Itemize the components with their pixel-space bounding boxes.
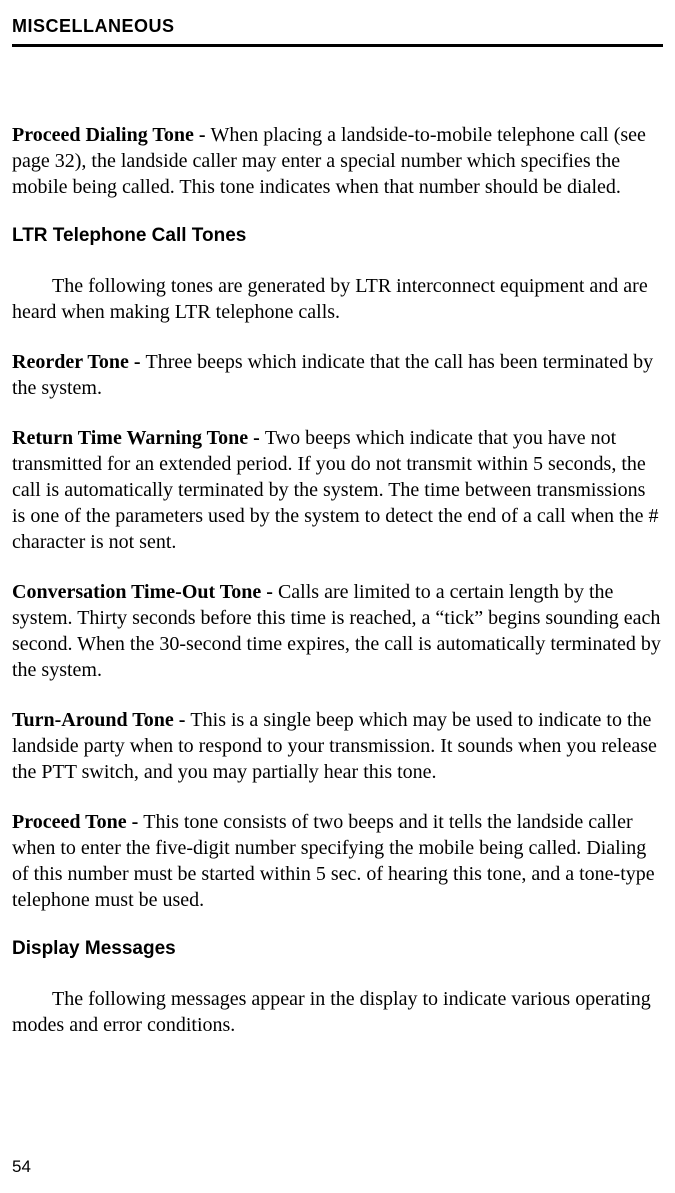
term-label: Proceed Tone - bbox=[12, 811, 143, 833]
paragraph-return-time-warning-tone: Return Time Warning Tone - Two beeps whi… bbox=[12, 425, 663, 555]
paragraph-reorder-tone: Reorder Tone - Three beeps which indicat… bbox=[12, 349, 663, 401]
term-label: Turn-Around Tone - bbox=[12, 709, 190, 731]
heading-ltr-telephone-call-tones: LTR Telephone Call Tones bbox=[12, 224, 663, 249]
paragraph-proceed-dialing-tone: Proceed Dialing Tone - When placing a la… bbox=[12, 122, 663, 200]
paragraph-text: The following messages appear in the dis… bbox=[12, 988, 651, 1036]
paragraph-display-messages-intro: The following messages appear in the dis… bbox=[12, 986, 663, 1038]
header-divider bbox=[12, 44, 663, 47]
term-label: Conversation Time-Out Tone - bbox=[12, 581, 278, 603]
term-label: Return Time Warning Tone - bbox=[12, 427, 265, 449]
page-number: 54 bbox=[12, 1156, 31, 1178]
heading-display-messages: Display Messages bbox=[12, 937, 663, 962]
paragraph-ltr-intro: The following tones are generated by LTR… bbox=[12, 273, 663, 325]
term-label: Proceed Dialing Tone - bbox=[12, 124, 211, 146]
page-header: MISCELLANEOUS bbox=[12, 15, 663, 38]
paragraph-proceed-tone: Proceed Tone - This tone consists of two… bbox=[12, 809, 663, 913]
paragraph-conversation-timeout-tone: Conversation Time-Out Tone - Calls are l… bbox=[12, 579, 663, 683]
paragraph-text: The following tones are generated by LTR… bbox=[12, 275, 648, 323]
paragraph-turn-around-tone: Turn-Around Tone - This is a single beep… bbox=[12, 707, 663, 785]
term-label: Reorder Tone - bbox=[12, 351, 146, 373]
